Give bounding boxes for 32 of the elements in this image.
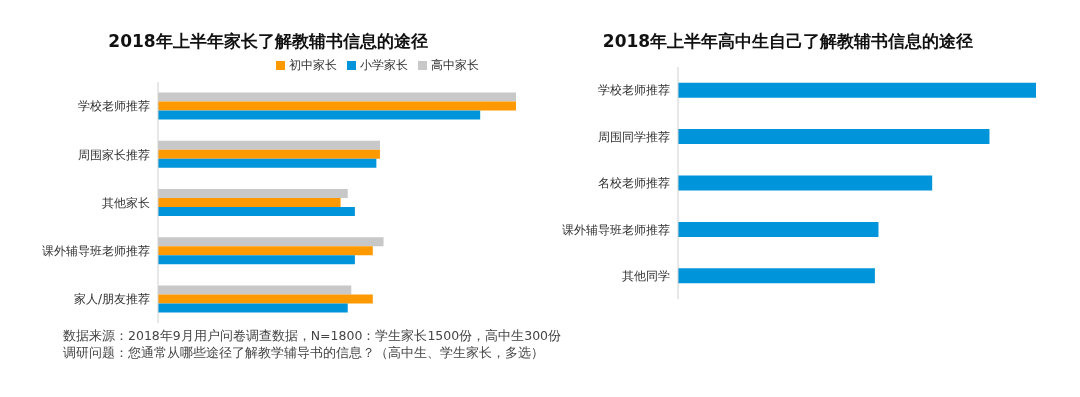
chart-title: 2018年上半年高中生自己了解教辅书信息的途径 [601, 30, 975, 53]
y-tick-label: 周围同学推荐 [598, 129, 670, 144]
chart-title: 2018年上半年家长了解教辅书信息的途径 [107, 30, 429, 53]
bar [158, 246, 373, 256]
source-note: 数据来源：2018年9月用户问卷调查数据，N=1800：学生家长1500份，高中生300份 [63, 327, 563, 344]
bar [678, 221, 879, 237]
y-tick-label: 周围家长推荐 [78, 147, 150, 162]
bar [678, 129, 990, 145]
bar [158, 158, 377, 168]
text: 调研问题：您通常从哪些途径了解教学辅导书的信息？（高中生、学生家长，多选） [63, 344, 545, 361]
bar [158, 198, 341, 207]
bar [158, 149, 380, 159]
legend-label: 高中家长 [430, 58, 479, 72]
bar [158, 110, 481, 120]
bar [678, 82, 1036, 98]
y-tick-label: 课外辅导班老师推荐 [42, 243, 150, 258]
legend-label: 小学家长 [359, 58, 408, 72]
bar [158, 255, 355, 265]
y-tick-label: 其他家长 [102, 195, 150, 210]
y-tick-label: 学校老师推荐 [598, 83, 670, 98]
bar [678, 268, 875, 284]
y-tick-label: 家人/朋友推荐 [73, 292, 150, 307]
y-tick-label: 其他同学 [622, 269, 670, 284]
bar [678, 175, 933, 191]
bar [158, 101, 516, 111]
y-tick-label: 学校老师推荐 [78, 99, 150, 114]
bar [158, 303, 348, 313]
legend-label: 初中家长 [288, 58, 337, 72]
y-tick-label: 名校老师推荐 [598, 176, 670, 191]
y-tick-label: 课外辅导班老师推荐 [562, 222, 670, 237]
bar [158, 294, 373, 304]
bar [158, 207, 355, 216]
